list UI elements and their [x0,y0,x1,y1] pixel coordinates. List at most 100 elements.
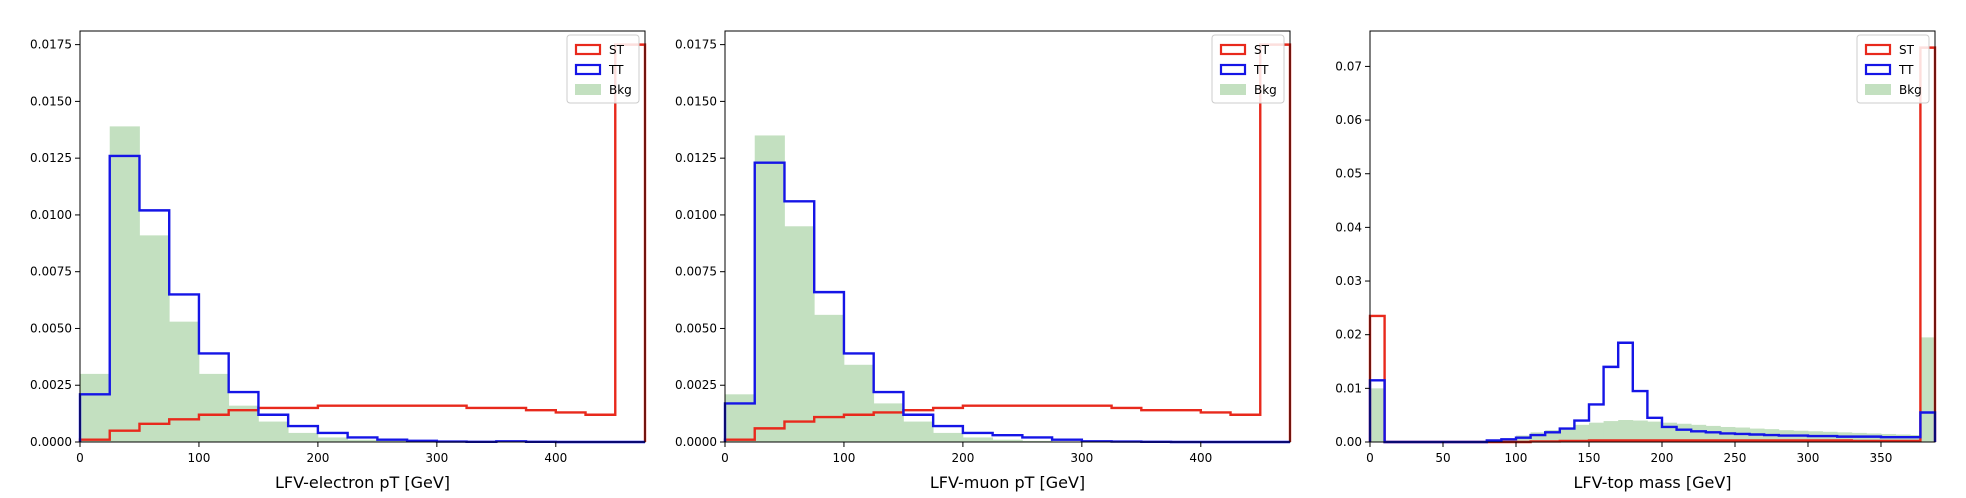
legend-label-st: ST [609,43,625,57]
x-tick-label: 0 [1366,451,1374,465]
bkg-bar [1022,440,1053,442]
bkg-bar [347,439,378,442]
x-tick-label: 300 [1797,451,1820,465]
y-tick-label: 0.02 [1335,328,1362,342]
x-tick-label: 200 [306,451,329,465]
y-tick-label: 0.0000 [30,435,72,449]
x-tick-label: 200 [1651,451,1674,465]
bkg-bar [754,135,785,442]
bkg-bar [784,226,815,442]
bkg-bar [843,364,875,442]
y-tick-label: 0.06 [1335,113,1362,127]
y-tick-label: 0.05 [1335,167,1362,181]
bkg-bar [1588,422,1604,442]
bkg-bar [169,321,200,442]
x-tick-label: 300 [1070,451,1093,465]
legend-swatch-bkg [1865,84,1891,95]
bkg-bar [1530,432,1546,442]
muon-pt-panel: 0.0000 0.0025 0.0050 0.0075 0.0100 0.0125 0.01… [675,30,1292,492]
bkg-bar [725,394,756,442]
legend-swatch-st [574,43,602,56]
bkg-bar [992,439,1023,442]
x-tick-label: 300 [425,451,448,465]
electron-pt-panel: 0.0000 0.0025 0.0050 0.0075 0.0100 0.0125 0.01… [30,30,647,492]
st-step-line [1368,46,1937,444]
y-tick-label: 0.0050 [675,321,717,335]
y-tick-label: 0.0150 [675,94,717,108]
x-tick-label: 100 [832,451,855,465]
bkg-bar [1574,424,1590,442]
bkg-bar [1705,425,1721,442]
legend-label-bkg: Bkg [1254,83,1277,97]
y-tick-label: 0.0125 [675,151,717,165]
x-tick-label: 400 [1189,451,1212,465]
bkg-bar [1370,388,1385,442]
axes-frame [79,30,646,443]
x-axis-label: LFV-electron pT [GeV] [275,473,450,492]
y-tick-label: 0.0125 [30,151,72,165]
legend-swatch-bkg [1220,84,1246,95]
y-tick-label: 0.0050 [30,321,72,335]
legend-swatch-st [1219,43,1247,56]
legend-label-st: ST [1899,43,1915,57]
x-axis-label: LFV-top mass [GeV] [1573,473,1731,492]
bkg-bar [1647,421,1663,442]
bkg-bar [1920,337,1936,442]
bkg-bar [288,432,319,442]
bkg-bar [1545,430,1561,442]
legend-label-tt: TT [1253,63,1269,77]
y-tick-label: 0.0175 [30,38,72,52]
bkg-bar [198,373,230,442]
y-tick-label: 0.0100 [675,208,717,222]
x-tick-label: 250 [1724,451,1747,465]
y-tick-label: 0.03 [1335,274,1362,288]
legend-swatch-bkg [575,84,601,95]
tt-step-line [1368,341,1937,444]
x-tick-label: 400 [544,451,567,465]
y-tick-label: 0.0075 [675,265,717,279]
bkg-bar [814,314,845,442]
x-axis-label: LFV-muon pT [GeV] [930,473,1085,492]
bkg-bar [1618,420,1634,442]
tt-step-line [78,154,645,444]
legend-label-tt: TT [608,63,624,77]
axes-frame [724,30,1291,443]
legend-swatch-tt [574,63,602,76]
bkg-bar [377,440,408,442]
x-tick-label: 100 [1505,451,1528,465]
y-tick-label: 0.01 [1335,381,1362,395]
legend-label-tt: TT [1898,63,1914,77]
y-tick-label: 0.0025 [30,378,72,392]
x-tick-label: 350 [1870,451,1893,465]
bkg-bar [228,405,259,442]
legend-label-bkg: Bkg [1899,83,1922,97]
legend-swatch-st [1864,43,1892,56]
x-tick-label: 0 [76,451,84,465]
legend-swatch-tt [1219,63,1247,76]
legend-label-bkg: Bkg [609,83,632,97]
axes-frame [1369,30,1936,443]
legend-label-st: ST [1254,43,1270,57]
x-tick-label: 50 [1435,451,1450,465]
y-tick-label: 0.0150 [30,94,72,108]
bkg-bar [873,403,904,442]
bkg-bar [317,437,349,442]
bkg-bar [933,432,964,442]
bkg-bar [258,421,289,442]
bkg-bar [109,126,140,442]
x-tick-label: 200 [951,451,974,465]
y-tick-label: 0.04 [1335,220,1362,234]
y-tick-label: 0.0075 [30,265,72,279]
y-tick-label: 0.0175 [675,38,717,52]
legend-swatch-tt [1864,63,1892,76]
top-mass-panel: 0.00 0.01 0.02 0.03 0.04 0.05 0.06 0.07 0 50 100 15… [1335,30,1937,492]
bkg-bar [962,437,994,442]
bkg-bar [903,421,934,442]
bkg-bar [1910,435,1921,442]
y-tick-label: 0.0025 [675,378,717,392]
x-tick-label: 100 [187,451,210,465]
st-step-line [723,43,1292,442]
st-step-line [78,43,647,442]
bkg-bar [1661,422,1677,442]
